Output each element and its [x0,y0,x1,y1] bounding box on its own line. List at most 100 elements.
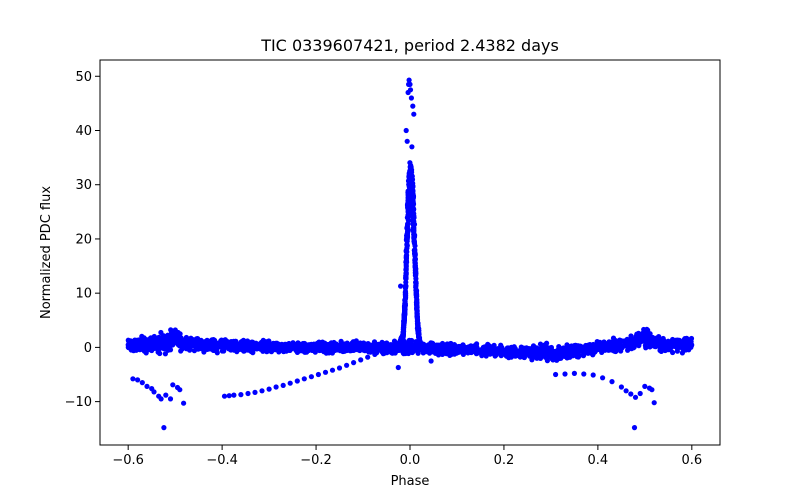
data-point [151,389,157,395]
data-point [286,341,292,347]
data-point [511,351,517,357]
data-point [252,389,258,395]
data-point [564,355,570,361]
data-point [379,349,385,355]
data-point [647,333,653,339]
data-point [412,346,418,352]
data-point [591,345,598,351]
data-point [401,322,407,328]
data-point [293,348,299,354]
data-point [170,382,176,388]
data-point [402,301,408,307]
data-point [405,215,411,221]
data-point [540,351,546,357]
data-point [427,341,434,347]
data-point [472,344,478,350]
data-point [416,335,423,341]
data-point [251,341,257,347]
data-point [407,87,414,93]
data-point [407,164,413,170]
data-point [178,348,184,354]
data-point [201,349,207,355]
data-point [183,344,189,350]
data-point [161,425,167,431]
data-point [186,336,192,342]
data-point [410,103,416,109]
data-point [337,346,343,352]
data-point [358,357,364,363]
data-point [667,343,673,349]
data-point [315,371,321,378]
data-point [623,388,629,394]
data-point [436,347,442,353]
data-point [645,327,651,333]
data-point [662,347,668,354]
data-point [308,374,314,380]
data-point [241,345,247,351]
data-point [160,341,166,347]
data-point [576,345,582,351]
data-point [195,346,201,352]
x-tick-label: 0.6 [681,453,702,468]
data-point [401,315,407,321]
data-point [417,344,423,351]
data-point [339,342,345,348]
data-point [651,400,657,406]
data-point [408,95,414,101]
data-point [328,343,334,349]
y-axis: −10 0 10 20 30 40 50 [65,70,100,410]
data-point [294,342,300,348]
data-point [413,279,419,285]
data-point [404,233,410,239]
data-point [373,347,379,354]
x-tick-label: 0.4 [588,453,609,468]
data-point [300,348,306,354]
data-point [448,346,454,352]
data-point [621,343,627,349]
data-point [147,342,153,348]
data-point [209,339,215,345]
data-point [498,353,504,359]
data-point [274,340,280,346]
data-point [233,338,239,344]
data-point [187,345,193,352]
data-point [411,111,417,117]
data-point [372,351,378,357]
data-point [181,400,187,406]
data-point [398,283,404,289]
data-point [384,340,390,346]
data-point [612,340,619,346]
data-point [214,345,220,351]
data-point [649,387,655,393]
data-point [537,341,544,347]
data-point [139,380,145,386]
data-point [632,394,639,400]
data-point [140,336,146,342]
data-point [158,396,164,402]
data-point [409,337,415,344]
data-point [351,360,357,366]
data-point [681,345,687,351]
data-point [136,337,142,343]
data-point [391,347,397,353]
data-point [479,351,485,357]
data-point [627,340,633,346]
data-point [518,344,524,350]
data-point [546,348,553,354]
data-point [322,369,329,375]
data-point [356,343,362,349]
data-point [410,225,416,231]
y-tick-label: 50 [75,70,92,85]
data-point [486,345,492,351]
y-tick-label: 20 [75,232,92,247]
y-tick-label: 10 [75,287,92,302]
data-point [125,337,131,343]
data-point [344,362,350,368]
data-point [162,351,168,357]
data-point [266,386,272,392]
data-point [652,344,659,350]
data-point [628,333,634,339]
data-point [304,346,310,352]
data-point [273,384,279,390]
